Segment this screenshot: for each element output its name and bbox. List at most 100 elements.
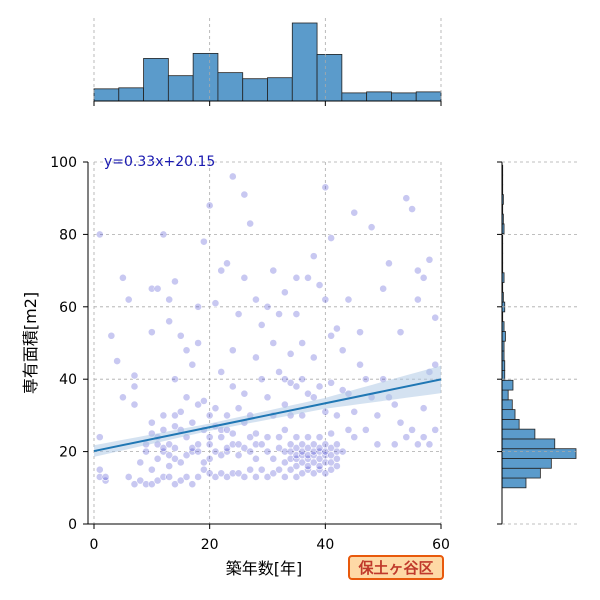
scatter-point (286, 440, 295, 449)
scatter-point (246, 447, 255, 456)
y-tick-label: 0 (68, 517, 77, 533)
scatter-point (165, 451, 174, 460)
scatter-point (280, 288, 289, 297)
scatter-point (130, 400, 139, 409)
scatter-point (280, 458, 289, 467)
scatter-point (188, 444, 197, 452)
x-axis-ticks: 0 20 40 60 (90, 524, 450, 553)
scatter-point (298, 440, 307, 449)
scatter-point (413, 266, 422, 275)
scatter-point (95, 473, 104, 481)
scatter-point (286, 378, 295, 387)
scatter-point (252, 429, 260, 438)
scatter-point (431, 313, 440, 322)
scatter-point (373, 440, 382, 449)
ward-name-badge: 保土ヶ谷区 (348, 555, 444, 580)
scatter-point (356, 360, 364, 369)
scatter-point (298, 469, 307, 478)
scatter-point (252, 353, 260, 362)
scatter-point (182, 393, 191, 402)
scatter-point (327, 444, 336, 452)
scatter-point (402, 433, 411, 442)
scatter-point (373, 411, 382, 420)
scatter-point (327, 331, 336, 340)
scatter-point (153, 476, 162, 485)
scatter-point (171, 411, 179, 420)
scatter-point (205, 454, 214, 463)
scatter-point (257, 440, 266, 449)
scatter-point (217, 368, 226, 376)
scatter-point (223, 444, 231, 452)
scatter-point (147, 418, 156, 427)
scatter-point (356, 328, 364, 337)
scatter-point (199, 458, 208, 467)
scatter-point (350, 433, 359, 442)
scatter-point (280, 375, 289, 384)
scatter-point (379, 284, 388, 293)
scatter-point (159, 411, 168, 420)
scatter-point (217, 433, 226, 442)
scatter-point (211, 473, 220, 481)
scatter-point (263, 447, 272, 456)
y-marginal-histogram (501, 164, 577, 489)
y-marginal-bar (501, 409, 516, 420)
scatter-point (309, 440, 318, 449)
x-marginal-bar (415, 91, 442, 102)
scatter-point (147, 284, 156, 293)
y-axis-label: 専有面積[m2] (21, 292, 40, 394)
scatter-point (147, 328, 156, 337)
scatter-point (252, 295, 260, 304)
x-marginal-bar (316, 54, 343, 102)
scatter-point (171, 277, 179, 286)
x-marginal-bar (167, 75, 194, 102)
scatter-point (188, 418, 197, 427)
scatter-point (176, 476, 185, 485)
x-tick-label: 60 (432, 537, 450, 553)
scatter-point (223, 259, 231, 268)
scatter-point (280, 425, 289, 434)
scatter-point (269, 469, 278, 478)
scatter-point (332, 324, 341, 333)
scatter-point (304, 433, 312, 442)
x-marginal-bar (267, 77, 293, 102)
scatter-point (165, 462, 174, 470)
scatter-point (292, 473, 301, 481)
scatter-point (199, 397, 208, 405)
scatter-point (217, 451, 226, 460)
scatter-point (153, 284, 162, 293)
scatter-point (205, 469, 214, 478)
scatter-point (269, 339, 278, 347)
scatter-point (199, 237, 208, 246)
scatter-point (390, 400, 399, 409)
scatter-point (263, 473, 272, 481)
scatter-point (205, 433, 214, 442)
scatter-point (332, 454, 341, 463)
scatter-point (315, 281, 324, 289)
scatter-point (338, 346, 347, 355)
scatter-point (171, 375, 179, 384)
scatter-point (182, 451, 191, 460)
scatter-point (385, 259, 393, 268)
scatter-point (327, 234, 336, 242)
scatter-point (304, 273, 312, 282)
scatter-point (275, 368, 283, 376)
scatter-point (130, 371, 139, 380)
scatter-point (142, 447, 150, 456)
scatter-point (408, 425, 416, 434)
scatter-point (205, 411, 214, 420)
y-marginal-bar (501, 467, 541, 479)
scatter-point (286, 465, 295, 474)
scatter-point (419, 404, 428, 413)
scatter-point (315, 444, 324, 452)
x-marginal-bar (143, 58, 169, 102)
scatter-point (246, 219, 255, 228)
scatter-point (228, 429, 237, 438)
scatter-point (136, 458, 145, 467)
x-marginal-bar (291, 22, 318, 102)
scatter-point (194, 473, 202, 481)
scatter-point (159, 230, 168, 239)
scatter-point (240, 190, 249, 199)
scatter-point (194, 302, 202, 311)
scatter-point (292, 273, 301, 282)
